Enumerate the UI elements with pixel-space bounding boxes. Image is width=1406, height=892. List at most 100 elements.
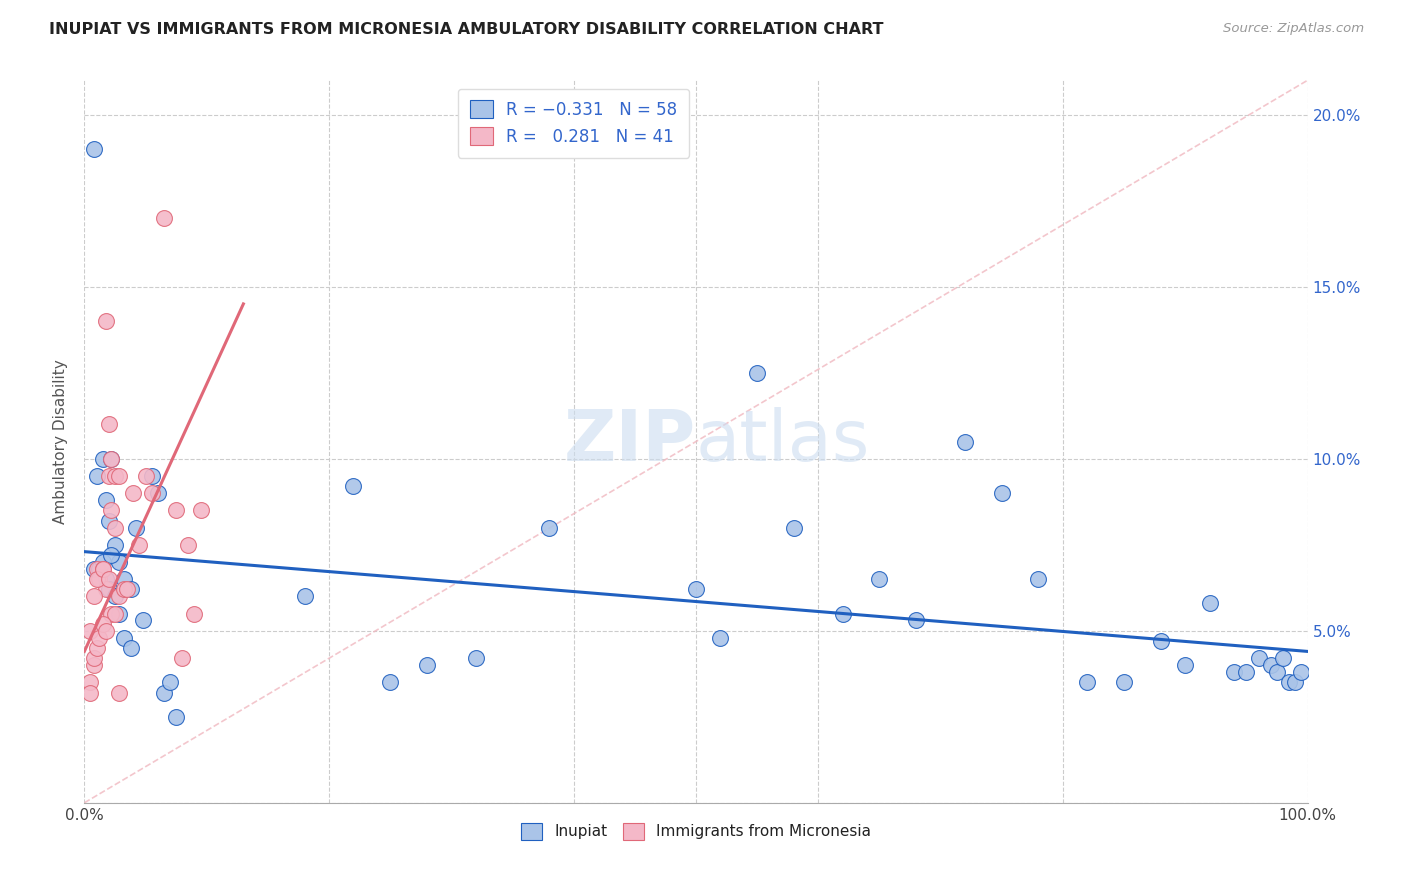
Point	[953, 434, 976, 449]
Point	[135, 469, 157, 483]
Point	[190, 503, 212, 517]
Point	[107, 686, 129, 700]
Point	[97, 514, 120, 528]
Point	[1198, 596, 1220, 610]
Point	[1028, 572, 1050, 586]
Point	[100, 607, 122, 621]
Point	[416, 658, 439, 673]
Point	[83, 658, 105, 673]
Point	[86, 640, 108, 655]
Point	[165, 710, 187, 724]
Point	[97, 417, 120, 432]
Point	[747, 366, 769, 380]
Point	[905, 614, 928, 628]
Point	[83, 142, 105, 156]
Point	[128, 538, 150, 552]
Point	[183, 607, 205, 621]
Point	[120, 582, 142, 597]
Point	[685, 582, 707, 597]
Point	[91, 562, 114, 576]
Point	[709, 631, 731, 645]
Point	[120, 640, 142, 655]
Point	[177, 538, 200, 552]
Point	[1291, 665, 1313, 679]
Point	[1236, 665, 1258, 679]
Point	[1223, 665, 1246, 679]
Point	[96, 572, 118, 586]
Point	[100, 503, 122, 517]
Point	[87, 631, 110, 645]
Point	[122, 486, 145, 500]
Point	[79, 624, 101, 638]
Point	[464, 651, 486, 665]
Point	[165, 503, 187, 517]
Point	[96, 624, 118, 638]
Point	[141, 469, 163, 483]
Point	[96, 493, 118, 508]
Point	[97, 469, 120, 483]
Point	[83, 562, 105, 576]
Point	[831, 607, 853, 621]
Point	[107, 469, 129, 483]
Point	[294, 590, 316, 604]
Point	[380, 675, 402, 690]
Point	[783, 520, 806, 534]
Point	[100, 451, 122, 466]
Point	[115, 582, 138, 597]
Point	[79, 686, 101, 700]
Point	[100, 451, 122, 466]
Text: ZIP: ZIP	[564, 407, 696, 476]
Point	[1284, 675, 1306, 690]
Point	[96, 314, 118, 328]
Point	[79, 675, 101, 690]
Text: atlas: atlas	[696, 407, 870, 476]
Point	[1174, 658, 1197, 673]
Point	[153, 686, 176, 700]
Point	[172, 651, 194, 665]
Point	[991, 486, 1014, 500]
Point	[83, 651, 105, 665]
Point	[107, 590, 129, 604]
Point	[104, 538, 127, 552]
Point	[107, 555, 129, 569]
Point	[91, 451, 114, 466]
Point	[104, 520, 127, 534]
Point	[112, 572, 135, 586]
Point	[104, 607, 127, 621]
Point	[83, 590, 105, 604]
Point	[125, 520, 148, 534]
Point	[1272, 651, 1295, 665]
Point	[153, 211, 176, 225]
Point	[1076, 675, 1098, 690]
Point	[87, 572, 110, 586]
Point	[1247, 651, 1270, 665]
Point	[96, 582, 118, 597]
Y-axis label: Ambulatory Disability: Ambulatory Disability	[53, 359, 69, 524]
Point	[141, 486, 163, 500]
Legend: Inupiat, Immigrants from Micronesia: Inupiat, Immigrants from Micronesia	[515, 817, 877, 846]
Point	[1260, 658, 1282, 673]
Point	[159, 675, 181, 690]
Point	[86, 572, 108, 586]
Point	[104, 469, 127, 483]
Text: Source: ZipAtlas.com: Source: ZipAtlas.com	[1223, 22, 1364, 36]
Point	[104, 590, 127, 604]
Point	[1150, 634, 1173, 648]
Point	[91, 555, 114, 569]
Point	[97, 582, 120, 597]
Point	[86, 562, 108, 576]
Point	[1114, 675, 1136, 690]
Point	[107, 607, 129, 621]
Point	[97, 572, 120, 586]
Point	[100, 548, 122, 562]
Point	[112, 582, 135, 597]
Point	[86, 469, 108, 483]
Point	[869, 572, 891, 586]
Point	[1278, 675, 1301, 690]
Point	[1265, 665, 1288, 679]
Point	[91, 562, 114, 576]
Point	[146, 486, 169, 500]
Point	[132, 614, 155, 628]
Point	[91, 616, 114, 631]
Point	[112, 631, 135, 645]
